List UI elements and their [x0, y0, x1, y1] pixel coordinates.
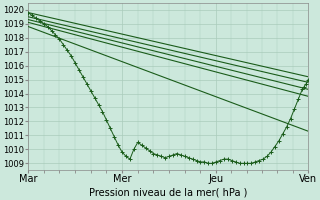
X-axis label: Pression niveau de la mer( hPa ): Pression niveau de la mer( hPa ) — [89, 187, 247, 197]
